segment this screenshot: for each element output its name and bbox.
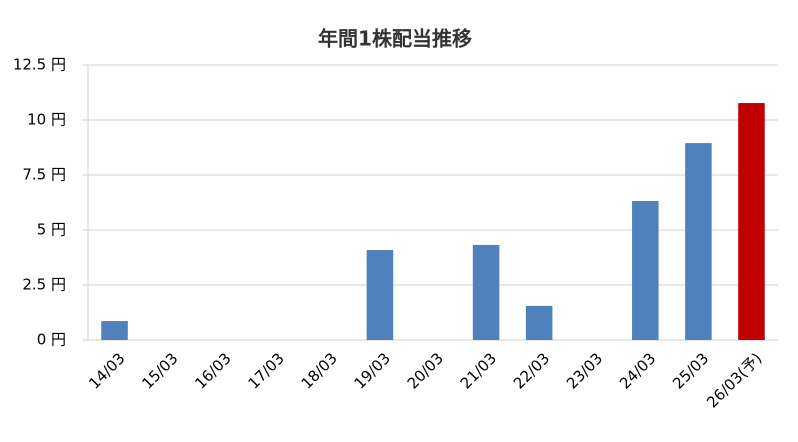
- x-tick-label: 26/03(予): [703, 349, 765, 411]
- y-tick-label: 5 円: [37, 221, 66, 239]
- bar: [472, 244, 500, 340]
- x-tick-label: 23/03: [563, 349, 606, 392]
- x-tick-label: 18/03: [298, 349, 341, 392]
- x-tick-label: 15/03: [138, 349, 181, 392]
- bar: [632, 200, 659, 340]
- x-tick-label: 25/03: [669, 349, 712, 392]
- y-tick-label: 2.5 円: [22, 276, 66, 294]
- x-tick-label: 24/03: [616, 349, 659, 392]
- x-tick-label: 17/03: [244, 349, 287, 392]
- x-tick-label: 16/03: [191, 349, 234, 392]
- x-tick-label: 22/03: [510, 349, 553, 392]
- bar: [738, 103, 765, 340]
- y-tick-label: 12.5 円: [13, 56, 66, 74]
- bar: [101, 321, 128, 340]
- chart-title: 年間1株配当推移: [318, 27, 472, 51]
- x-tick-label: 20/03: [404, 349, 447, 392]
- y-tick-label: 10 円: [27, 111, 66, 129]
- bar: [366, 250, 394, 340]
- x-tick-label: 19/03: [351, 349, 394, 392]
- y-tick-label: 7.5 円: [22, 166, 66, 184]
- y-tick-label: 0 円: [37, 331, 66, 349]
- x-tick-label: 21/03: [457, 349, 500, 392]
- bar: [685, 143, 712, 340]
- x-tick-label: 14/03: [85, 349, 128, 392]
- bar: [525, 305, 553, 340]
